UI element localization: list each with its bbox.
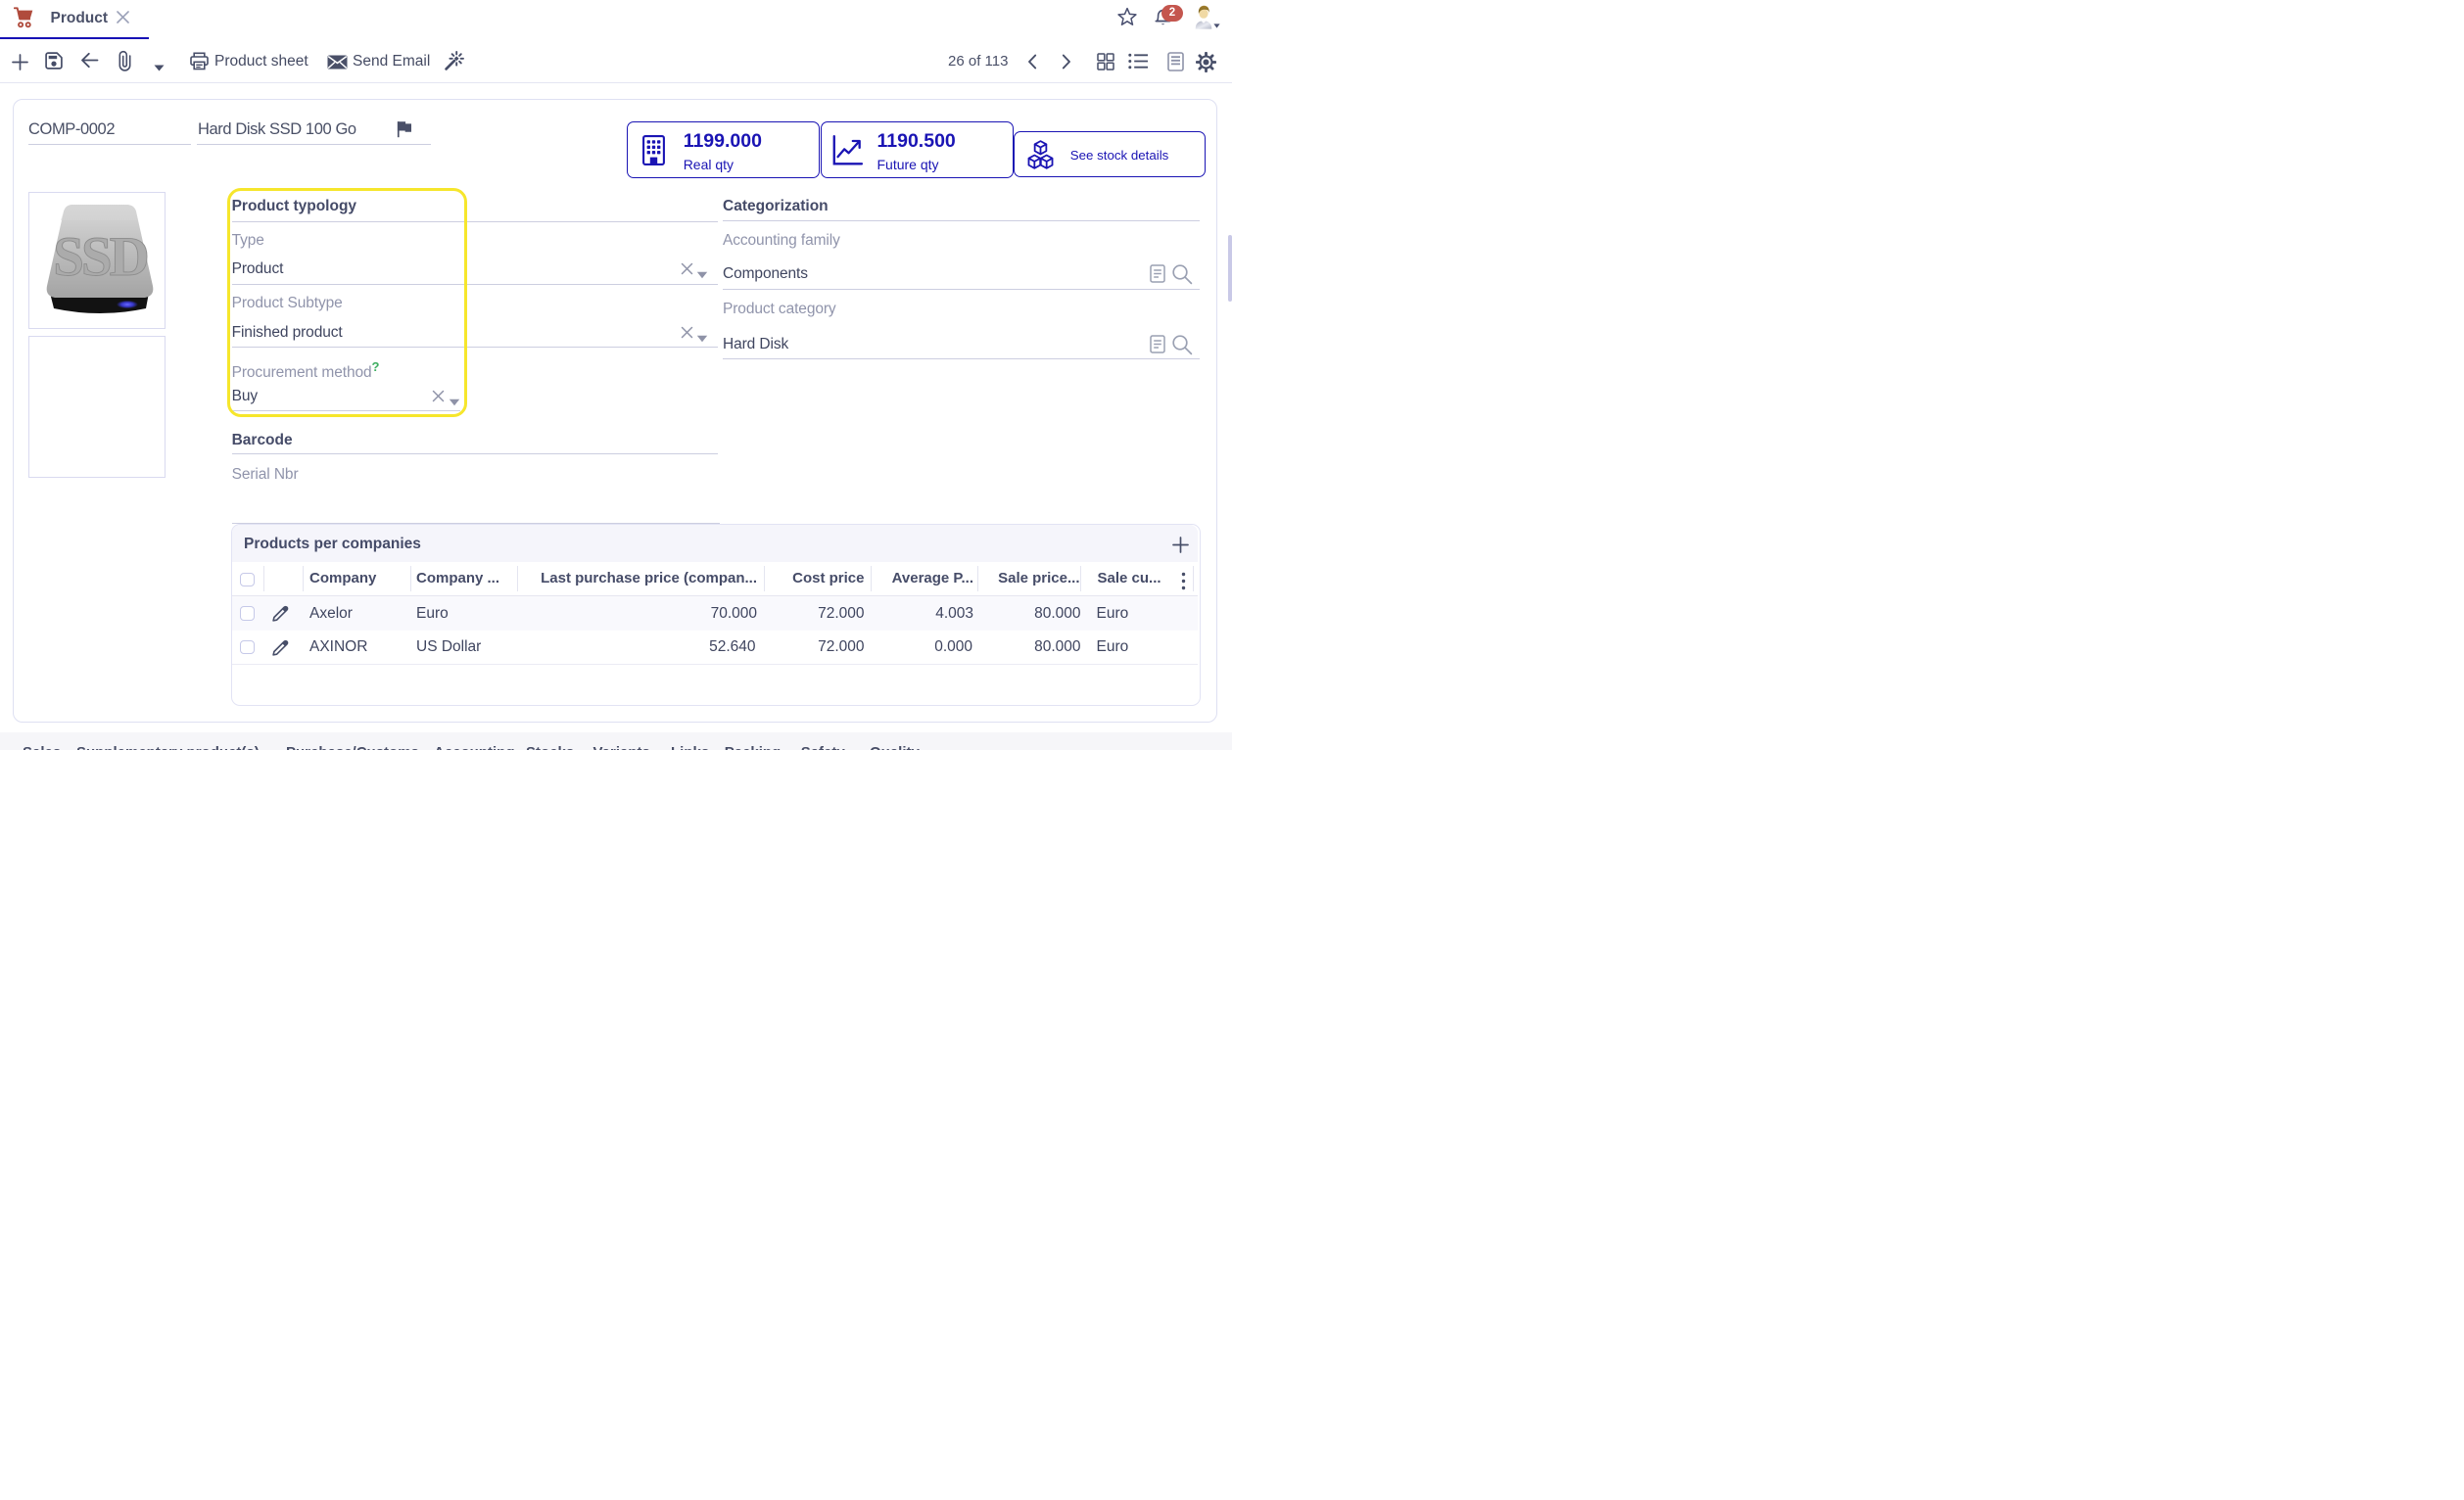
svg-text:SSD: SSD [53, 226, 147, 288]
